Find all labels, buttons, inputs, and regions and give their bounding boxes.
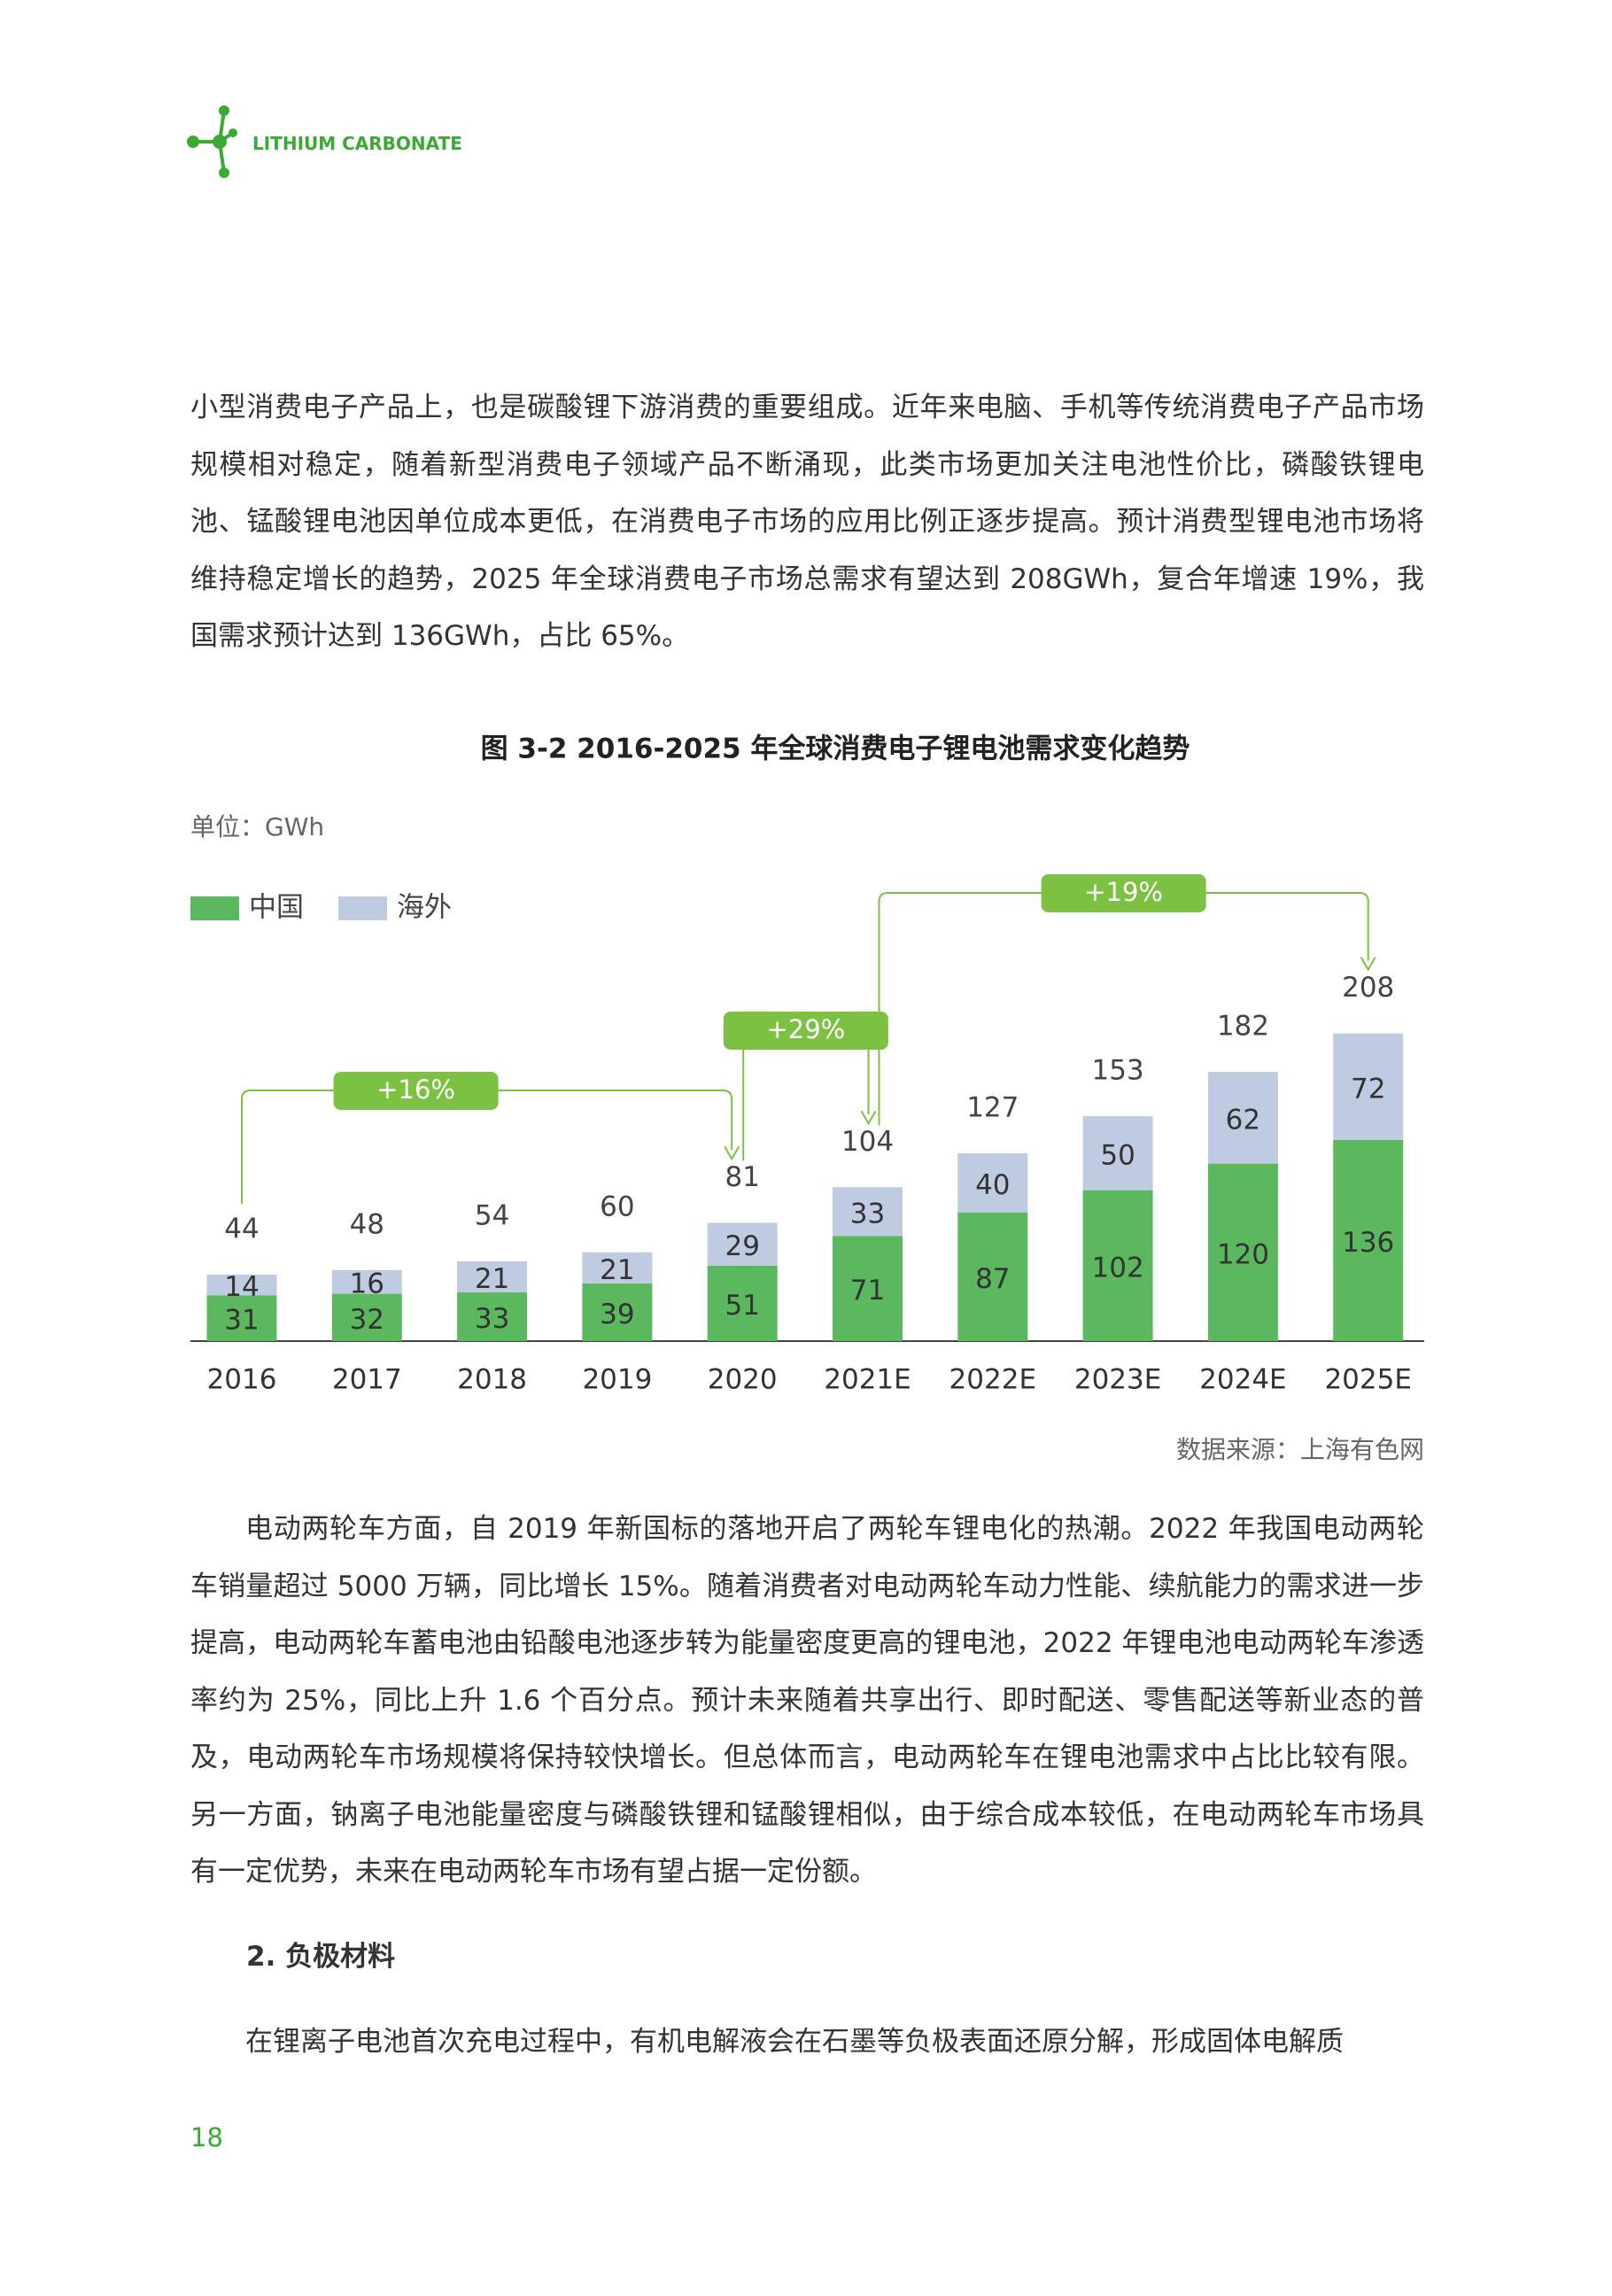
growth-badge xyxy=(333,1072,499,1110)
data-label: 29 xyxy=(725,1230,759,1262)
data-label: 40 xyxy=(975,1169,1010,1201)
data-label: 16 xyxy=(350,1268,384,1300)
arrowhead xyxy=(860,1110,877,1126)
data-label: 51 xyxy=(725,1290,759,1322)
total-label: 127 xyxy=(966,1091,1019,1123)
chart-title: 图 3-2 2016-2025 年全球消费电子锂电池需求变化趋势 xyxy=(481,733,1190,765)
total-label: 60 xyxy=(600,1191,634,1222)
bar-segment xyxy=(1207,1072,1278,1164)
bar-segment xyxy=(707,1222,778,1266)
paragraph: 电动两轮车方面，自 2019 年新国标的落地开启了两轮车锂电化的热潮。2022 … xyxy=(190,1513,1424,1888)
total-label: 48 xyxy=(350,1208,384,1240)
arrowhead xyxy=(1360,957,1376,972)
data-label: 39 xyxy=(600,1299,634,1330)
growth-badge xyxy=(723,1012,888,1050)
total-label: 81 xyxy=(725,1161,759,1193)
x-tick-label: 2023E xyxy=(1074,1364,1161,1396)
bar-segment xyxy=(582,1252,653,1284)
bar-segment xyxy=(833,1187,903,1237)
x-tick-label: 2019 xyxy=(582,1364,652,1396)
x-tick-label: 2025E xyxy=(1324,1364,1411,1396)
data-label: 14 xyxy=(224,1271,259,1303)
total-label: 44 xyxy=(224,1213,259,1245)
paragraph: 在锂离子电池首次充电过程中，有机电解液会在石墨等负极表面还原分解，形成固体电解质 xyxy=(245,2026,1344,2058)
bar-segment xyxy=(1082,1190,1153,1341)
x-tick-label: 2021E xyxy=(824,1364,911,1396)
bar-segment xyxy=(1082,1116,1153,1191)
data-label: 62 xyxy=(1226,1104,1260,1136)
total-label: 54 xyxy=(475,1199,509,1231)
data-label: 50 xyxy=(1100,1139,1135,1171)
bar-segment xyxy=(206,1295,277,1341)
data-label: 21 xyxy=(600,1254,634,1286)
data-label: 102 xyxy=(1092,1252,1144,1284)
bar-segment xyxy=(833,1236,903,1341)
bar-segment xyxy=(331,1269,402,1294)
data-label: 72 xyxy=(1351,1073,1385,1105)
data-label: 31 xyxy=(224,1305,259,1337)
x-tick-label: 2016 xyxy=(207,1364,277,1396)
legend-swatch xyxy=(338,896,387,920)
bar-segment xyxy=(331,1293,402,1341)
data-label: 21 xyxy=(475,1263,509,1295)
data-label: 120 xyxy=(1217,1238,1269,1270)
unit-label: 单位：GWh xyxy=(190,812,324,842)
data-label: 71 xyxy=(850,1275,885,1307)
bar-segment xyxy=(957,1152,1028,1213)
x-tick-label: 2018 xyxy=(457,1364,527,1396)
x-tick-label: 2020 xyxy=(708,1364,778,1396)
bar-segment xyxy=(1333,1139,1404,1341)
data-label: 136 xyxy=(1342,1227,1394,1259)
bar-segment xyxy=(206,1274,277,1296)
page-number: 18 xyxy=(190,2122,223,2152)
legend-swatch xyxy=(190,896,239,920)
total-label: 104 xyxy=(841,1126,894,1158)
total-label: 208 xyxy=(1342,972,1394,1004)
data-label: 32 xyxy=(350,1304,384,1336)
legend-label: 中国 xyxy=(249,892,304,924)
bar-segment xyxy=(1333,1033,1404,1140)
growth-label: +19% xyxy=(1084,877,1163,907)
total-label: 153 xyxy=(1092,1055,1144,1087)
logo xyxy=(187,105,237,178)
growth-label: +29% xyxy=(766,1014,845,1044)
bar-segment xyxy=(1207,1163,1278,1341)
data-label: 33 xyxy=(850,1198,885,1229)
growth-badge xyxy=(1041,874,1206,912)
bar-segment xyxy=(707,1265,778,1341)
data-label: 87 xyxy=(975,1263,1010,1295)
x-tick-label: 2022E xyxy=(949,1364,1036,1396)
paragraph: 小型消费电子产品上，也是碳酸锂下游消费的重要组成。近年来电脑、手机等传统消费电子… xyxy=(190,392,1424,652)
section-heading: 2. 负极材料 xyxy=(246,1941,396,1973)
total-label: 182 xyxy=(1217,1011,1269,1043)
arrowhead xyxy=(724,1145,740,1161)
growth-label: +16% xyxy=(376,1074,455,1105)
legend-label: 海外 xyxy=(397,892,452,924)
brand: LITHIUM CARBONATE xyxy=(252,133,462,154)
source: 数据来源：上海有色网 xyxy=(1176,1435,1424,1464)
x-tick-label: 2017 xyxy=(332,1364,402,1396)
bar-segment xyxy=(457,1260,528,1292)
bar-segment xyxy=(582,1283,653,1341)
data-label: 33 xyxy=(475,1303,509,1335)
growth-connector xyxy=(878,892,1369,1126)
x-tick-label: 2024E xyxy=(1199,1364,1286,1396)
bar-segment xyxy=(457,1292,528,1341)
chart: 图 3-2 2016-2025 年全球消费电子锂电池需求变化趋势 单位：GWh … xyxy=(190,733,1424,1464)
bar-segment xyxy=(957,1212,1028,1341)
